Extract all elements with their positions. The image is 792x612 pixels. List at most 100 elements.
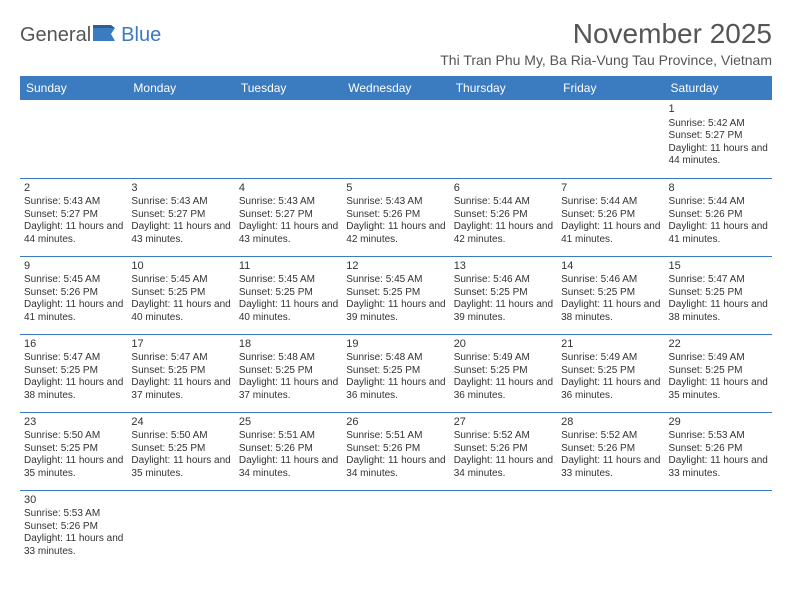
- daylight-text: Daylight: 11 hours and 34 minutes.: [454, 455, 553, 480]
- sunrise-text: Sunrise: 5:52 AM: [561, 430, 660, 443]
- calendar-cell: 2Sunrise: 5:43 AMSunset: 5:27 PMDaylight…: [20, 178, 127, 256]
- calendar-cell: 1Sunrise: 5:42 AMSunset: 5:27 PMDaylight…: [665, 100, 772, 178]
- calendar-cell: 18Sunrise: 5:48 AMSunset: 5:25 PMDayligh…: [235, 334, 342, 412]
- calendar-row: 1Sunrise: 5:42 AMSunset: 5:27 PMDaylight…: [20, 100, 772, 178]
- daylight-text: Daylight: 11 hours and 40 minutes.: [131, 299, 230, 324]
- calendar-cell: 15Sunrise: 5:47 AMSunset: 5:25 PMDayligh…: [665, 256, 772, 334]
- day-number: 12: [346, 260, 445, 274]
- daylight-text: Daylight: 11 hours and 35 minutes.: [669, 377, 768, 402]
- sunrise-text: Sunrise: 5:46 AM: [561, 274, 660, 287]
- sunset-text: Sunset: 5:25 PM: [131, 287, 230, 300]
- sunset-text: Sunset: 5:25 PM: [131, 443, 230, 456]
- day-number: 11: [239, 260, 338, 274]
- calendar-cell: [665, 490, 772, 568]
- sunrise-text: Sunrise: 5:43 AM: [131, 196, 230, 209]
- calendar-cell: 3Sunrise: 5:43 AMSunset: 5:27 PMDaylight…: [127, 178, 234, 256]
- day-number: 4: [239, 182, 338, 196]
- sunset-text: Sunset: 5:26 PM: [669, 443, 768, 456]
- sunrise-text: Sunrise: 5:48 AM: [239, 352, 338, 365]
- daylight-text: Daylight: 11 hours and 33 minutes.: [669, 455, 768, 480]
- sunrise-text: Sunrise: 5:45 AM: [239, 274, 338, 287]
- calendar-cell: 28Sunrise: 5:52 AMSunset: 5:26 PMDayligh…: [557, 412, 664, 490]
- sunrise-text: Sunrise: 5:44 AM: [454, 196, 553, 209]
- day-number: 17: [131, 338, 230, 352]
- calendar-row: 30Sunrise: 5:53 AMSunset: 5:26 PMDayligh…: [20, 490, 772, 568]
- sunset-text: Sunset: 5:25 PM: [24, 365, 123, 378]
- daylight-text: Daylight: 11 hours and 38 minutes.: [24, 377, 123, 402]
- sunrise-text: Sunrise: 5:53 AM: [669, 430, 768, 443]
- calendar-cell: 27Sunrise: 5:52 AMSunset: 5:26 PMDayligh…: [450, 412, 557, 490]
- daylight-text: Daylight: 11 hours and 38 minutes.: [669, 299, 768, 324]
- calendar-cell: 22Sunrise: 5:49 AMSunset: 5:25 PMDayligh…: [665, 334, 772, 412]
- calendar-cell: 26Sunrise: 5:51 AMSunset: 5:26 PMDayligh…: [342, 412, 449, 490]
- calendar-cell: [235, 100, 342, 178]
- flag-icon: [93, 24, 119, 47]
- calendar-cell: [557, 100, 664, 178]
- day-number: 1: [669, 103, 768, 117]
- calendar-cell: 4Sunrise: 5:43 AMSunset: 5:27 PMDaylight…: [235, 178, 342, 256]
- calendar-cell: [235, 490, 342, 568]
- day-number: 29: [669, 416, 768, 430]
- daylight-text: Daylight: 11 hours and 35 minutes.: [131, 455, 230, 480]
- daylight-text: Daylight: 11 hours and 36 minutes.: [561, 377, 660, 402]
- daylight-text: Daylight: 11 hours and 40 minutes.: [239, 299, 338, 324]
- day-number: 23: [24, 416, 123, 430]
- sunrise-text: Sunrise: 5:45 AM: [346, 274, 445, 287]
- calendar-cell: 10Sunrise: 5:45 AMSunset: 5:25 PMDayligh…: [127, 256, 234, 334]
- weekday-header: Wednesday: [342, 76, 449, 100]
- day-number: 25: [239, 416, 338, 430]
- calendar-row: 9Sunrise: 5:45 AMSunset: 5:26 PMDaylight…: [20, 256, 772, 334]
- sunset-text: Sunset: 5:26 PM: [454, 443, 553, 456]
- calendar-table: Sunday Monday Tuesday Wednesday Thursday…: [20, 76, 772, 568]
- calendar-cell: 25Sunrise: 5:51 AMSunset: 5:26 PMDayligh…: [235, 412, 342, 490]
- weekday-header: Tuesday: [235, 76, 342, 100]
- sunset-text: Sunset: 5:25 PM: [24, 443, 123, 456]
- sunset-text: Sunset: 5:25 PM: [561, 287, 660, 300]
- sunrise-text: Sunrise: 5:46 AM: [454, 274, 553, 287]
- sunset-text: Sunset: 5:25 PM: [239, 287, 338, 300]
- sunset-text: Sunset: 5:25 PM: [239, 365, 338, 378]
- day-number: 15: [669, 260, 768, 274]
- calendar-cell: 14Sunrise: 5:46 AMSunset: 5:25 PMDayligh…: [557, 256, 664, 334]
- calendar-cell: 20Sunrise: 5:49 AMSunset: 5:25 PMDayligh…: [450, 334, 557, 412]
- day-number: 16: [24, 338, 123, 352]
- calendar-row: 23Sunrise: 5:50 AMSunset: 5:25 PMDayligh…: [20, 412, 772, 490]
- calendar-cell: 19Sunrise: 5:48 AMSunset: 5:25 PMDayligh…: [342, 334, 449, 412]
- day-number: 6: [454, 182, 553, 196]
- sunset-text: Sunset: 5:26 PM: [669, 209, 768, 222]
- day-number: 5: [346, 182, 445, 196]
- calendar-row: 16Sunrise: 5:47 AMSunset: 5:25 PMDayligh…: [20, 334, 772, 412]
- daylight-text: Daylight: 11 hours and 42 minutes.: [454, 221, 553, 246]
- daylight-text: Daylight: 11 hours and 34 minutes.: [239, 455, 338, 480]
- calendar-cell: [127, 100, 234, 178]
- sunrise-text: Sunrise: 5:48 AM: [346, 352, 445, 365]
- sunset-text: Sunset: 5:25 PM: [131, 365, 230, 378]
- daylight-text: Daylight: 11 hours and 43 minutes.: [239, 221, 338, 246]
- calendar-cell: 24Sunrise: 5:50 AMSunset: 5:25 PMDayligh…: [127, 412, 234, 490]
- sunset-text: Sunset: 5:25 PM: [454, 365, 553, 378]
- sunset-text: Sunset: 5:26 PM: [24, 521, 123, 534]
- calendar-cell: 11Sunrise: 5:45 AMSunset: 5:25 PMDayligh…: [235, 256, 342, 334]
- calendar-cell: 13Sunrise: 5:46 AMSunset: 5:25 PMDayligh…: [450, 256, 557, 334]
- sunset-text: Sunset: 5:26 PM: [239, 443, 338, 456]
- calendar-cell: 29Sunrise: 5:53 AMSunset: 5:26 PMDayligh…: [665, 412, 772, 490]
- weekday-header: Monday: [127, 76, 234, 100]
- daylight-text: Daylight: 11 hours and 33 minutes.: [561, 455, 660, 480]
- daylight-text: Daylight: 11 hours and 43 minutes.: [131, 221, 230, 246]
- calendar-cell: 21Sunrise: 5:49 AMSunset: 5:25 PMDayligh…: [557, 334, 664, 412]
- calendar-cell: 6Sunrise: 5:44 AMSunset: 5:26 PMDaylight…: [450, 178, 557, 256]
- daylight-text: Daylight: 11 hours and 41 minutes.: [669, 221, 768, 246]
- calendar-cell: 17Sunrise: 5:47 AMSunset: 5:25 PMDayligh…: [127, 334, 234, 412]
- day-number: 8: [669, 182, 768, 196]
- daylight-text: Daylight: 11 hours and 38 minutes.: [561, 299, 660, 324]
- daylight-text: Daylight: 11 hours and 36 minutes.: [346, 377, 445, 402]
- weekday-header-row: Sunday Monday Tuesday Wednesday Thursday…: [20, 76, 772, 100]
- calendar-cell: [127, 490, 234, 568]
- sunset-text: Sunset: 5:27 PM: [669, 130, 768, 143]
- sunrise-text: Sunrise: 5:43 AM: [24, 196, 123, 209]
- calendar-cell: [557, 490, 664, 568]
- sunset-text: Sunset: 5:26 PM: [346, 209, 445, 222]
- sunset-text: Sunset: 5:27 PM: [131, 209, 230, 222]
- sunrise-text: Sunrise: 5:43 AM: [239, 196, 338, 209]
- logo-text-blue: Blue: [121, 24, 161, 47]
